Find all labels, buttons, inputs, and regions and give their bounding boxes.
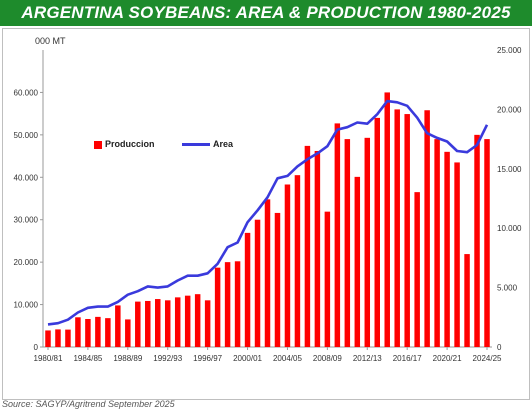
- production-bar: [164, 300, 171, 347]
- production-bar: [294, 175, 301, 347]
- production-bar: [414, 192, 420, 347]
- x-axis-tick-label: 2016/17: [393, 354, 422, 363]
- x-axis-tick-label: 2012/13: [353, 354, 382, 363]
- y-axis-unit-label: 000 MT: [35, 36, 66, 46]
- production-bar: [135, 301, 141, 347]
- left-axis-tick-label: 10.000: [14, 301, 39, 310]
- production-bar: [95, 316, 101, 347]
- production-bar: [65, 329, 71, 347]
- production-bar: [55, 329, 61, 347]
- legend-swatch-area: [182, 143, 210, 146]
- left-axis-tick-label: 30.000: [14, 216, 39, 225]
- left-axis-tick-label: 40.000: [14, 173, 39, 182]
- production-bar: [304, 145, 311, 347]
- production-bar: [254, 219, 261, 347]
- production-bar: [45, 330, 51, 347]
- legend-label-production: Produccion: [105, 139, 155, 149]
- production-bar: [344, 139, 351, 347]
- left-axis-tick-label: 0: [34, 343, 39, 352]
- production-bar: [234, 261, 241, 347]
- production-bar: [324, 211, 331, 347]
- production-bar: [314, 150, 321, 347]
- right-axis-tick-label: 20.000: [497, 105, 522, 114]
- chart-title: ARGENTINA SOYBEANS: AREA & PRODUCTION 19…: [0, 0, 532, 26]
- left-axis-tick-label: 50.000: [14, 131, 39, 140]
- x-axis-tick-label: 2004/05: [273, 354, 302, 363]
- right-axis-tick-label: 5.000: [497, 284, 518, 293]
- production-bar: [204, 300, 211, 347]
- x-axis-tick-label: 1996/97: [193, 354, 222, 363]
- legend-swatch-production: [94, 141, 102, 149]
- production-bar: [474, 134, 480, 347]
- production-bar: [374, 117, 380, 347]
- production-bar: [284, 184, 291, 347]
- x-axis-tick-label: 2020/21: [433, 354, 462, 363]
- left-axis-tick-label: 20.000: [14, 258, 39, 267]
- production-bar: [244, 232, 251, 347]
- left-axis-tick-label: 60.000: [14, 88, 39, 97]
- production-bar: [184, 295, 191, 347]
- production-bar: [75, 317, 81, 347]
- production-bar: [174, 297, 181, 347]
- production-bar: [434, 139, 440, 347]
- production-bar: [125, 319, 131, 347]
- production-bar: [105, 318, 111, 347]
- production-bar: [194, 294, 201, 347]
- right-axis-tick-label: 25.000: [497, 46, 522, 55]
- production-bar: [464, 254, 470, 347]
- production-bar: [354, 176, 361, 347]
- x-axis-tick-label: 1984/85: [73, 354, 102, 363]
- production-bar: [115, 305, 121, 347]
- production-bar: [364, 137, 371, 347]
- production-bar: [224, 262, 231, 347]
- x-axis-tick-label: 2024/25: [473, 354, 502, 363]
- source-note: Source: SAGYP/Agritrend September 2025: [2, 399, 175, 409]
- x-axis-tick-label: 1980/81: [34, 354, 63, 363]
- production-bar: [214, 267, 221, 347]
- right-axis-tick-label: 15.000: [497, 165, 522, 174]
- x-axis-tick-label: 2000/01: [233, 354, 262, 363]
- x-axis-tick-label: 1988/89: [113, 354, 142, 363]
- production-bar: [484, 139, 490, 347]
- production-bar: [274, 212, 281, 347]
- production-bar: [424, 110, 430, 348]
- x-axis-tick-label: 2008/09: [313, 354, 342, 363]
- production-bar: [444, 151, 450, 347]
- right-axis-tick-label: 0: [497, 343, 502, 352]
- production-bar: [394, 109, 400, 348]
- right-axis-tick-label: 10.000: [497, 224, 522, 233]
- legend-label-area: Area: [213, 139, 234, 149]
- production-bar: [155, 299, 161, 347]
- production-bar: [85, 318, 91, 347]
- x-axis-tick-label: 1992/93: [153, 354, 182, 363]
- production-bar: [404, 114, 410, 348]
- production-bar: [384, 92, 390, 347]
- production-bar: [334, 123, 341, 347]
- production-bar: [454, 162, 460, 347]
- production-bar: [145, 300, 151, 347]
- area-line: [47, 99, 489, 326]
- production-bar: [264, 199, 271, 347]
